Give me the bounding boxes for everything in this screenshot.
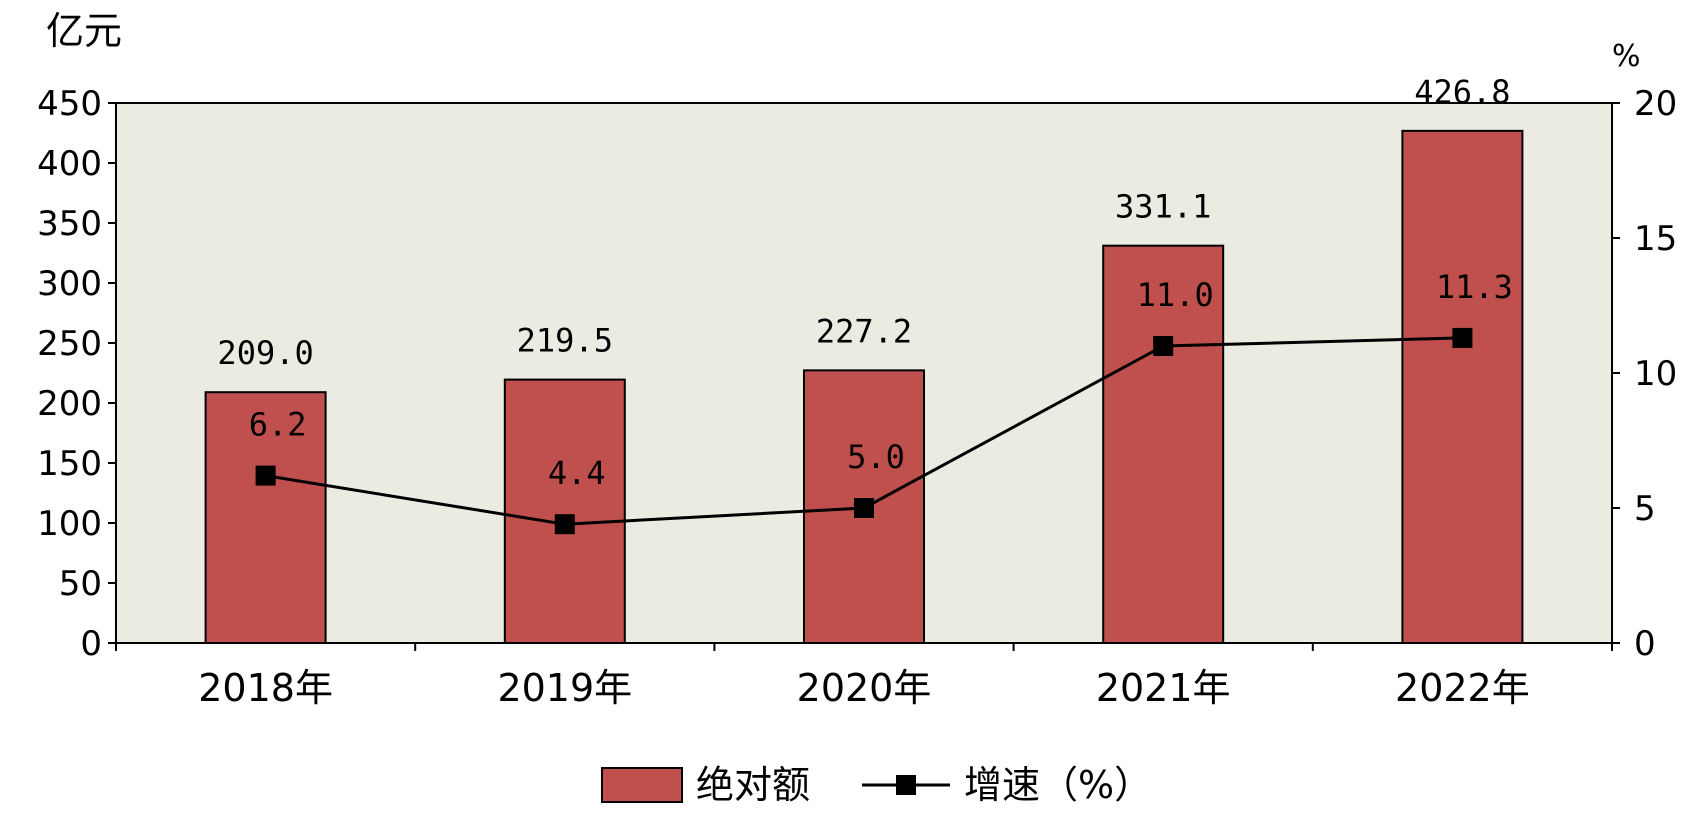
bar-data-label: 219.5 xyxy=(517,322,613,360)
axes xyxy=(108,102,1620,651)
bar-data-label: 426.8 xyxy=(1414,73,1510,111)
y-right-tick-label: 5 xyxy=(1634,489,1656,529)
y-left-tick-label: 200 xyxy=(37,384,102,424)
legend-bar-swatch xyxy=(601,767,683,803)
bar xyxy=(503,378,626,644)
bar xyxy=(1401,129,1524,644)
line-data-label: 11.3 xyxy=(1436,268,1513,306)
line-point-marker xyxy=(1153,336,1174,356)
line-point-marker xyxy=(554,514,575,535)
line-series xyxy=(255,327,1473,535)
line-data-label: 4.4 xyxy=(548,454,606,492)
y-left-tick-label: 450 xyxy=(37,84,102,124)
y-right-tick-label: 20 xyxy=(1634,84,1677,124)
bar xyxy=(1102,244,1225,644)
bar-data-label: 331.1 xyxy=(1115,188,1211,226)
y-left-tick-label: 250 xyxy=(37,324,102,364)
line-point-marker xyxy=(1452,327,1473,348)
bar-series xyxy=(204,129,1524,645)
line-data-label: 5.0 xyxy=(847,438,905,476)
y-right-axis-label: % xyxy=(1612,39,1641,74)
legend-line-label: 增速（%） xyxy=(964,763,1152,807)
bar xyxy=(204,391,327,645)
x-category-label: 2022年 xyxy=(1395,666,1530,710)
legend-bar-label: 绝对额 xyxy=(696,763,810,807)
line-point-marker xyxy=(255,465,276,486)
y-left-axis-label: 亿元 xyxy=(46,9,122,53)
y-left-tick-label: 400 xyxy=(37,144,102,184)
line-data-label: 6.2 xyxy=(249,406,307,444)
y-left-tick-label: 0 xyxy=(80,624,102,664)
x-category-label: 2019年 xyxy=(497,666,632,710)
line-data-label: 11.0 xyxy=(1137,276,1214,314)
y-left-tick-label: 100 xyxy=(37,504,102,544)
labels: 0 50 100 150 200 250 300 350 400 450 0 5 10 15 20 2018年… xyxy=(37,9,1677,710)
x-category-label: 2020年 xyxy=(797,666,932,710)
y-left-tick-label: 350 xyxy=(37,204,102,244)
legend-line-marker xyxy=(896,775,916,795)
x-category-label: 2018年 xyxy=(198,666,333,710)
y-left-tick-label: 50 xyxy=(59,564,102,604)
y-right-tick-label: 10 xyxy=(1634,354,1677,394)
y-left-tick-label: 300 xyxy=(37,264,102,304)
y-left-tick-label: 150 xyxy=(37,444,102,484)
legend: 绝对额 增速（%） xyxy=(601,763,1152,807)
bar-data-label: 227.2 xyxy=(816,312,912,350)
y-right-tick-label: 15 xyxy=(1634,219,1677,259)
y-right-tick-label: 0 xyxy=(1634,624,1656,664)
x-category-label: 2021年 xyxy=(1096,666,1231,710)
line-point-marker xyxy=(854,498,874,518)
bar-data-label: 209.0 xyxy=(217,334,313,372)
